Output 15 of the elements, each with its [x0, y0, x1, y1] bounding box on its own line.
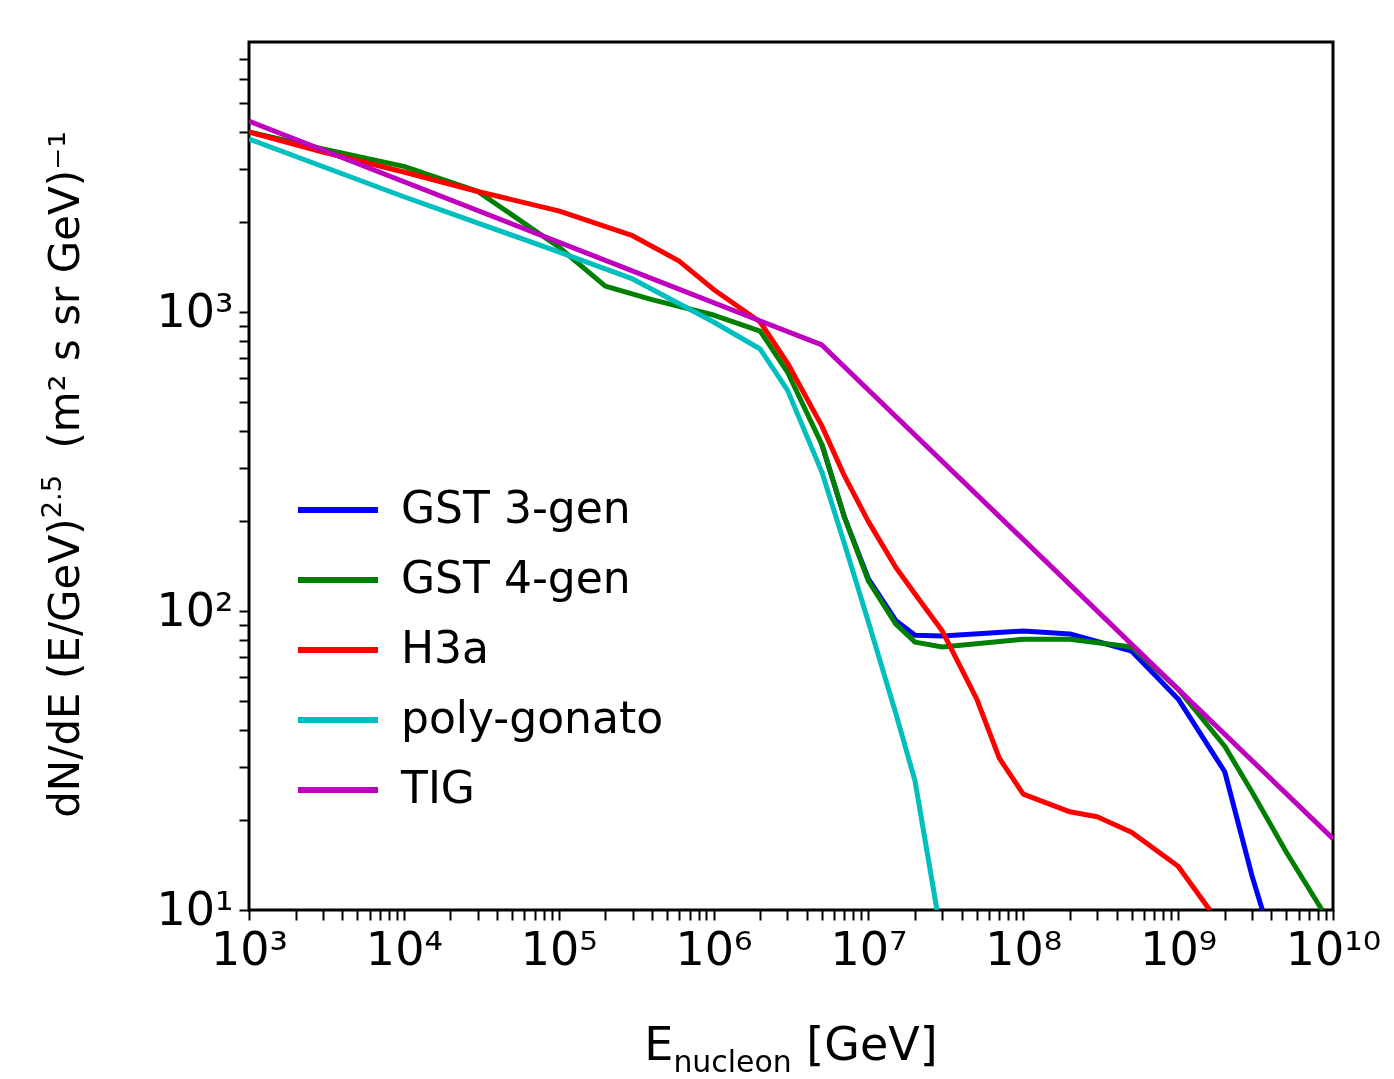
legend-label: poly-gonato	[401, 692, 664, 743]
legend-label: TIG	[400, 762, 475, 813]
x-tick-label: 10⁴	[365, 921, 443, 976]
legend-label: GST 3-gen	[401, 482, 631, 533]
x-tick-label: 10⁵	[520, 921, 598, 976]
legend-label: GST 4-gen	[401, 552, 631, 603]
legend-label: H3a	[401, 622, 490, 673]
y-tick-label: 10²	[156, 582, 234, 637]
x-tick-label: 10⁸	[985, 921, 1063, 976]
x-tick-label: 10⁹	[1140, 921, 1218, 976]
x-tick-label: 10⁷	[830, 921, 908, 976]
y-axis-title: dN/dE (E/GeV)2.5 (m² s sr GeV)⁻¹	[36, 130, 89, 818]
y-tick-label: 10³	[156, 283, 234, 338]
x-tick-label: 10¹⁰	[1285, 921, 1382, 976]
x-tick-label: 10⁶	[675, 921, 753, 976]
